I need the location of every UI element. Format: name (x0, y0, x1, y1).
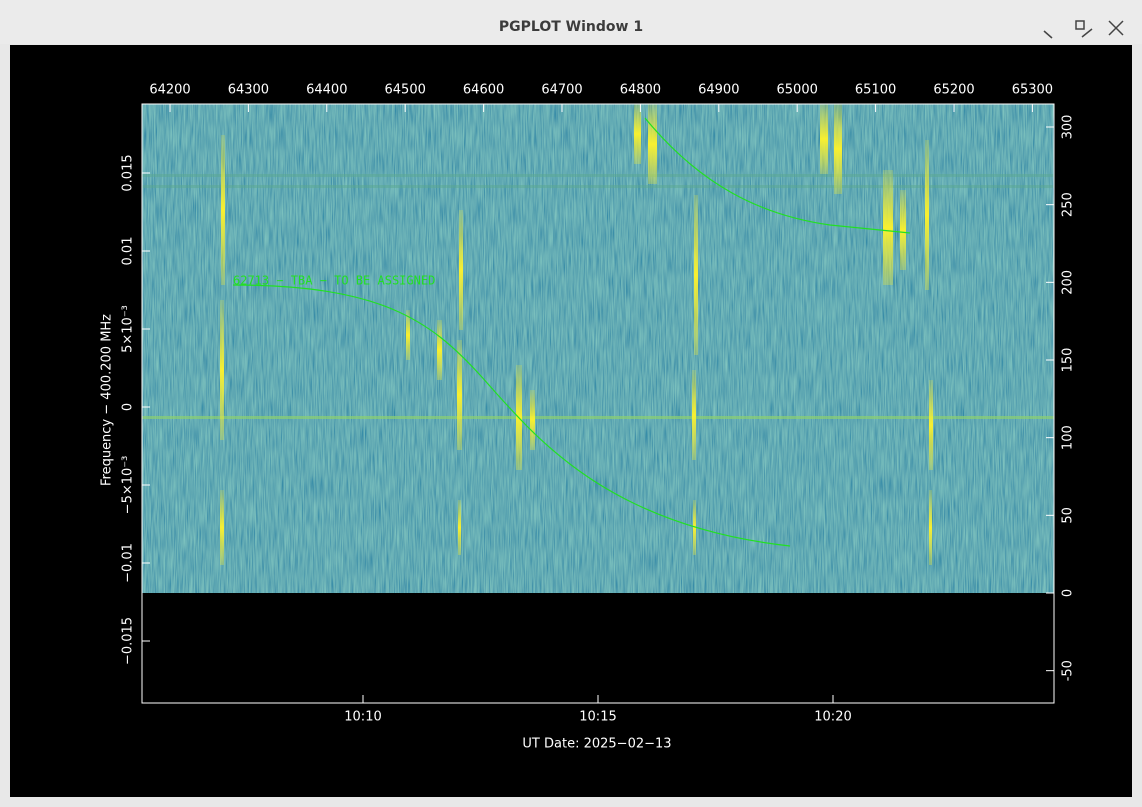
top-tick-label: 64200 (149, 83, 190, 98)
top-tick-label: 65200 (933, 83, 974, 98)
top-tick-label: 64700 (541, 83, 582, 98)
spectrogram (142, 104, 1054, 593)
maximize-button[interactable] (1075, 20, 1085, 30)
bottom-tick-label: 10:20 (814, 710, 851, 725)
left-tick-label: −0.015 (121, 617, 136, 665)
bottom-tick-label: 10:10 (344, 710, 381, 725)
track-curves (232, 117, 911, 547)
left-tick-label: 5×10⁻³ (121, 305, 136, 353)
top-tick-label: 64400 (306, 83, 347, 98)
right-tick-label: 150 (1061, 348, 1076, 373)
top-tick-label: 64500 (385, 83, 426, 98)
top-tick-label: 64600 (463, 83, 504, 98)
left-tick-label: −5×10⁻³ (121, 456, 136, 515)
x-axis-label: UT Date: 2025−02−13 (522, 737, 671, 752)
right-tick-label: 250 (1061, 192, 1076, 217)
left-tick-label: −0.01 (121, 543, 136, 583)
left-tick-label: 0 (121, 403, 136, 411)
right-tick-label: -50 (1061, 660, 1076, 681)
top-tick-label: 65100 (855, 83, 896, 98)
right-tick-label: 100 (1061, 425, 1076, 450)
top-tick-label: 64800 (620, 83, 661, 98)
top-tick-label: 65300 (1012, 83, 1053, 98)
close-button[interactable] (1108, 20, 1124, 36)
annotation: 62713 − TBA − TO BE ASSIGNED (233, 274, 435, 288)
right-tick-label: 300 (1061, 115, 1076, 140)
window-title: PGPLOT Window 1 (499, 19, 643, 35)
top-tick-label: 64300 (228, 83, 269, 98)
right-tick-label: 0 (1061, 589, 1076, 597)
right-tick-label: 50 (1061, 507, 1076, 524)
top-tick-label: 64900 (698, 83, 739, 98)
minimize-button[interactable] (1043, 30, 1053, 39)
top-tick-label: 65000 (777, 83, 818, 98)
left-tick-label: 0.015 (121, 154, 136, 191)
bottom-tick-label: 10:15 (579, 710, 616, 725)
left-tick-label: 0.01 (121, 237, 136, 266)
y-axis-label: Frequency − 400.200 MHz (100, 314, 115, 486)
right-tick-label: 200 (1061, 270, 1076, 295)
title-bar (0, 0, 1142, 44)
